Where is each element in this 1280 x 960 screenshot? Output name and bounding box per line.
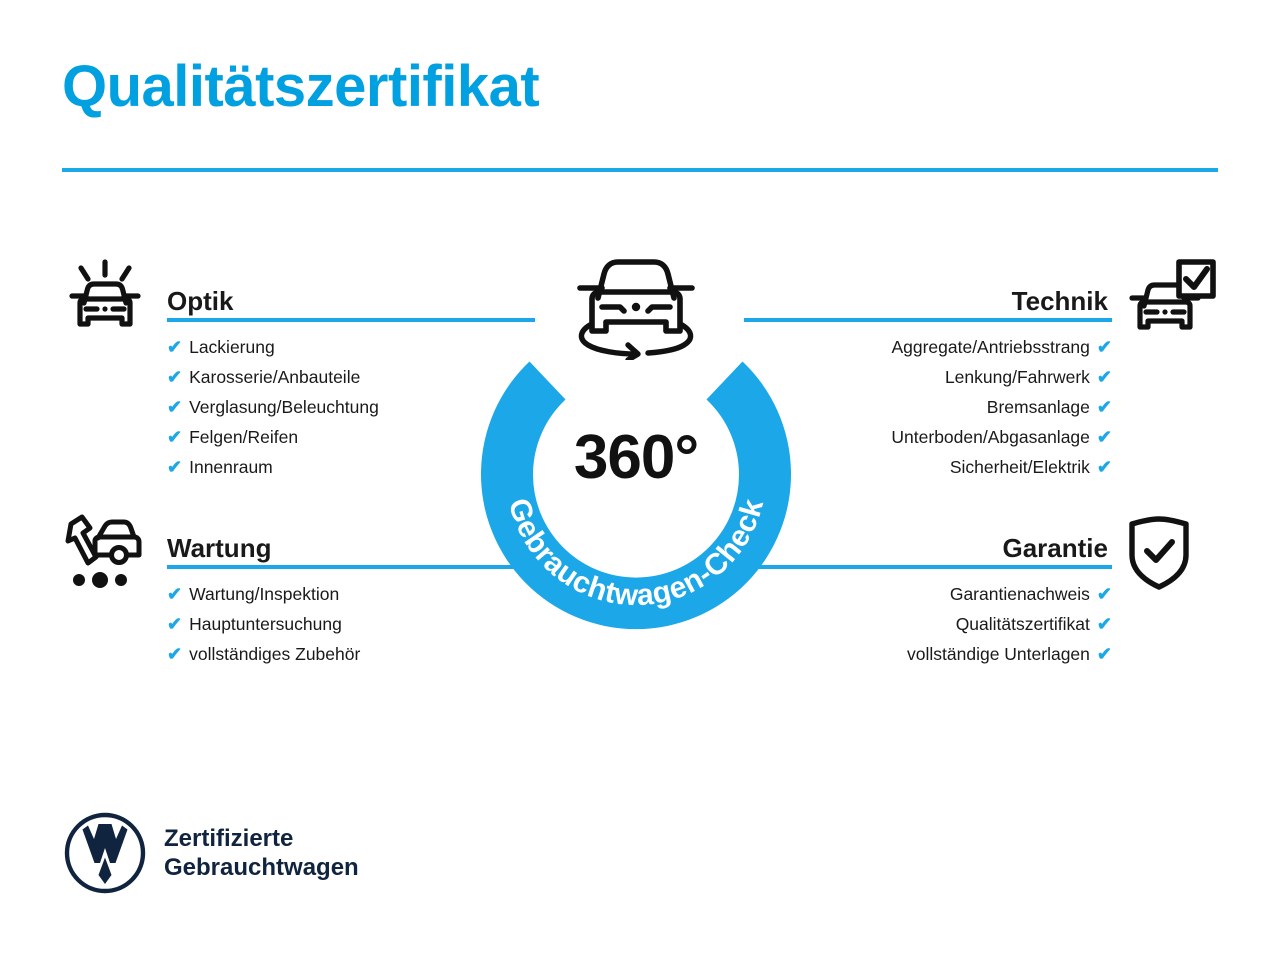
- list-item: Garantienachweis ✔: [800, 579, 1112, 609]
- list-item: Lenkung/Fahrwerk ✔: [800, 362, 1112, 392]
- section-title-technik: Technik: [1011, 286, 1108, 316]
- list-item: ✔ Hauptuntersuchung: [167, 609, 474, 639]
- badge-center-label: 360°: [573, 423, 699, 492]
- check-icon: ✔: [167, 457, 183, 477]
- list-item: Aggregate/Antriebsstrang ✔: [800, 332, 1112, 362]
- section-title-wartung: Wartung: [167, 533, 272, 563]
- list-item: ✔ vollständiges Zubehör: [167, 639, 474, 669]
- check-icon: ✔: [167, 367, 183, 387]
- section-divider-garantie: [744, 565, 1112, 569]
- car-checkbox-icon: [1126, 256, 1216, 342]
- list-item: ✔ Wartung/Inspektion: [167, 579, 474, 609]
- vw-logo: [64, 812, 146, 894]
- list-item: Sicherheit/Elektrik ✔: [800, 452, 1112, 482]
- badge-ring: Gebrauchtwagen-Check: [466, 320, 806, 630]
- list-item: ✔ Innenraum: [167, 452, 474, 482]
- list-item-label: Aggregate/Antriebsstrang: [891, 337, 1090, 357]
- car-shine-icon: [62, 258, 148, 344]
- list-item-label: Verglasung/Beleuchtung: [189, 397, 379, 417]
- check-icon: ✔: [1096, 584, 1112, 604]
- footer-branding: Zertifizierte Gebrauchtwagen: [64, 812, 359, 894]
- check-icon: ✔: [1096, 644, 1112, 664]
- list-item-label: Qualitätszertifikat: [955, 614, 1090, 634]
- list-item-label: Karosserie/Anbauteile: [189, 367, 361, 387]
- check-icon: ✔: [167, 337, 183, 357]
- badge-360-check: Gebrauchtwagen-Check 360°: [466, 255, 814, 635]
- check-icon: ✔: [167, 644, 183, 664]
- page-title: Qualitätszertifikat: [62, 54, 540, 119]
- section-title-optik: Optik: [167, 286, 234, 316]
- list-item: ✔ Felgen/Reifen: [167, 422, 474, 452]
- list-item-label: Unterboden/Abgasanlage: [891, 427, 1090, 447]
- check-icon: ✔: [167, 584, 183, 604]
- list-item-label: Garantienachweis: [949, 584, 1090, 604]
- car-service-tool-icon: [62, 511, 148, 597]
- shield-check-icon: [1116, 509, 1202, 595]
- section-technik: Technik Aggregate/Antriebsstrang ✔ Lenkun…: [744, 258, 1216, 482]
- check-icon: ✔: [167, 614, 183, 634]
- section-header-optik: Optik: [62, 258, 535, 332]
- check-icon: ✔: [1096, 397, 1112, 417]
- list-item-label: Sicherheit/Elektrik: [949, 457, 1090, 477]
- check-icon: ✔: [1096, 614, 1112, 634]
- section-divider-wartung: [167, 565, 535, 569]
- list-item-label: Felgen/Reifen: [189, 427, 299, 447]
- feature-list-technik: Aggregate/Antriebsstrang ✔ Lenkung/Fahrwe…: [800, 332, 1212, 482]
- list-item-label: Innenraum: [189, 457, 273, 477]
- section-divider-optik: [167, 318, 535, 322]
- list-item-label: Lenkung/Fahrwerk: [944, 367, 1090, 387]
- check-icon: ✔: [1096, 457, 1112, 477]
- list-item: Unterboden/Abgasanlage ✔: [800, 422, 1112, 452]
- feature-list-garantie: Garantienachweis ✔ Qualitätszertifikat ✔ v…: [800, 579, 1212, 669]
- section-divider-technik: [744, 318, 1112, 322]
- section-title-garantie: Garantie: [1002, 533, 1109, 563]
- list-item-label: vollständige Unterlagen: [907, 644, 1090, 664]
- list-item: vollständige Unterlagen ✔: [800, 639, 1112, 669]
- list-item-label: vollständiges Zubehör: [189, 644, 361, 664]
- check-icon: ✔: [1096, 337, 1112, 357]
- list-item: ✔ Lackierung: [167, 332, 474, 362]
- list-item: ✔ Karosserie/Anbauteile: [167, 362, 474, 392]
- list-item: ✔ Verglasung/Beleuchtung: [167, 392, 474, 422]
- check-icon: ✔: [167, 397, 183, 417]
- check-icon: ✔: [1096, 427, 1112, 447]
- section-header-technik: Technik: [744, 258, 1216, 332]
- footer-text: Zertifizierte Gebrauchtwagen: [164, 824, 359, 881]
- list-item-label: Hauptuntersuchung: [189, 614, 342, 634]
- feature-list-wartung: ✔ Wartung/Inspektion ✔ Hauptuntersuchung ✔…: [62, 579, 474, 669]
- list-item-label: Wartung/Inspektion: [189, 584, 340, 604]
- list-item: Qualitätszertifikat ✔: [800, 609, 1112, 639]
- list-item-label: Bremsanlage: [986, 397, 1090, 417]
- list-item: Bremsanlage ✔: [800, 392, 1112, 422]
- title-divider: [62, 168, 1218, 172]
- check-icon: ✔: [167, 427, 183, 447]
- feature-list-optik: ✔ Lackierung ✔ Karosserie/Anbauteile ✔ Verg…: [62, 332, 474, 482]
- section-optik: Optik ✔ Lackierung ✔ Karosserie/Anbauteile…: [62, 258, 535, 482]
- list-item-label: Lackierung: [189, 337, 275, 357]
- car-rotate-icon: [562, 255, 710, 363]
- section-garantie: Garantie Garantienachweis ✔ Qualitätszert…: [744, 505, 1212, 669]
- section-header-wartung: Wartung: [62, 505, 535, 588]
- section-wartung: Wartung ✔ Wartung/Inspektion ✔ Hauptunters…: [62, 505, 535, 669]
- check-icon: ✔: [1096, 367, 1112, 387]
- section-header-garantie: Garantie: [744, 505, 1212, 590]
